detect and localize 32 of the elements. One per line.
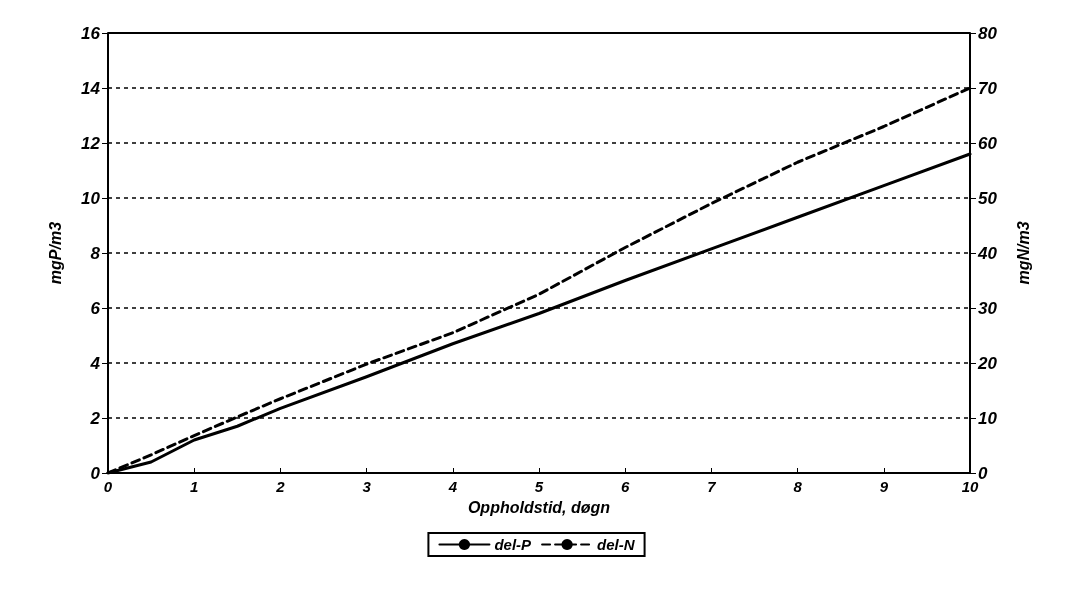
- legend-label: del-P: [494, 536, 533, 553]
- legend-label: del-N: [597, 536, 636, 553]
- x-tick-label: 7: [707, 478, 717, 495]
- y2-tick-label: 10: [978, 408, 998, 428]
- y2-axis-title: mgN/m3: [1014, 221, 1032, 285]
- y-tick-label: 4: [89, 353, 101, 373]
- y2-tick-label: 60: [978, 133, 998, 153]
- y-tick-label: 10: [81, 188, 101, 208]
- x-tick-label: 8: [793, 478, 803, 495]
- y-tick-label: 2: [89, 408, 101, 428]
- y2-tick-label: 80: [978, 23, 998, 43]
- y-tick-label: 8: [90, 243, 101, 263]
- x-tick-label: 5: [534, 478, 544, 495]
- y2-tick-label: 40: [977, 243, 998, 263]
- y2-tick-label: 30: [978, 298, 998, 318]
- x-tick-label: 0: [103, 478, 113, 495]
- x-tick-label: 9: [879, 478, 889, 495]
- x-tick-label: 3: [362, 478, 372, 495]
- x-tick-label: 10: [961, 478, 979, 495]
- y2-tick-label: 20: [977, 353, 998, 373]
- y2-tick-label: 70: [978, 78, 998, 98]
- y-tick-label: 6: [90, 298, 101, 318]
- y2-tick-label: 50: [978, 188, 998, 208]
- x-tick-label: 4: [447, 478, 458, 495]
- x-tick-label: 2: [275, 478, 286, 495]
- x-axis-title: Oppholdstid, døgn: [467, 498, 611, 516]
- y-tick-label: 16: [81, 23, 101, 43]
- y-tick-label: 12: [81, 133, 101, 153]
- x-tick-label: 1: [190, 478, 199, 495]
- y-tick-label: 14: [81, 78, 101, 98]
- x-tick-label: 6: [621, 478, 631, 495]
- y-axis-title: mgP/m3: [46, 221, 64, 285]
